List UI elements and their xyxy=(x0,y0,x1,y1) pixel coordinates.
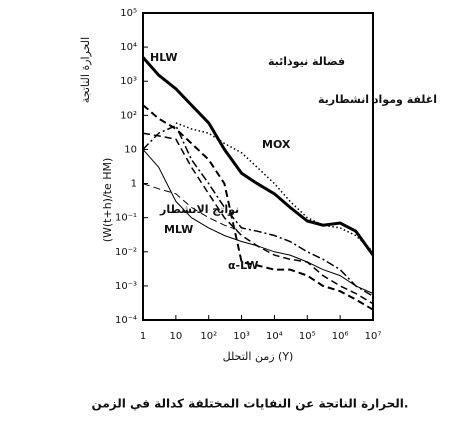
y-tick-label: 10⁴ xyxy=(120,42,137,53)
y-axis-label-ar: الحرارة الناتجة xyxy=(79,37,92,103)
y-tick-label: 1 xyxy=(131,179,137,190)
series-line xyxy=(141,56,375,256)
y-tick-label: 10⁻¹ xyxy=(115,213,137,224)
series-name: HLW xyxy=(150,51,178,64)
y-tick-label: 10⁻³ xyxy=(115,281,137,292)
x-axis-label: زمن التحلل (Y) xyxy=(223,350,294,363)
series-name: اغلفة ومواد انشطارية xyxy=(318,93,437,106)
x-tick-label: 10 xyxy=(169,331,182,342)
y-tick-label: 10⁻² xyxy=(115,247,137,258)
y-tick-label: 10³ xyxy=(120,76,137,87)
y-tick-label: 10⁻⁴ xyxy=(115,315,137,326)
y-tick-label: 10⁵ xyxy=(120,8,137,19)
y-tick-label: 10 xyxy=(124,144,137,155)
y-tick-label: 10² xyxy=(120,110,137,121)
x-tick-label: 10² xyxy=(200,331,217,342)
series-name: نواتج الانشطار xyxy=(159,203,239,216)
series-line xyxy=(142,104,374,311)
series-line xyxy=(142,149,374,294)
series-name: α-LW xyxy=(228,259,258,272)
series-name: فضالة نيوذائبة xyxy=(268,55,345,68)
series-line xyxy=(142,132,374,305)
series-line xyxy=(142,124,374,297)
x-tick-label: 10⁵ xyxy=(299,331,316,342)
x-tick-label: 10³ xyxy=(233,331,250,342)
x-tick-label: 10⁶ xyxy=(332,331,349,342)
x-tick-label: 10⁷ xyxy=(365,331,382,342)
plot-frame xyxy=(142,12,374,321)
caption: الحرارة الناتجة عن النفايات المختلفة كدا… xyxy=(92,397,409,411)
y-axis-label: (W(t+h)/te HM) xyxy=(101,158,114,243)
series-name: MLW xyxy=(164,223,193,236)
x-tick-label: 1 xyxy=(140,331,146,342)
series-name: MOX xyxy=(262,138,291,151)
x-tick-label: 10⁴ xyxy=(266,331,283,342)
series-line xyxy=(142,183,242,232)
